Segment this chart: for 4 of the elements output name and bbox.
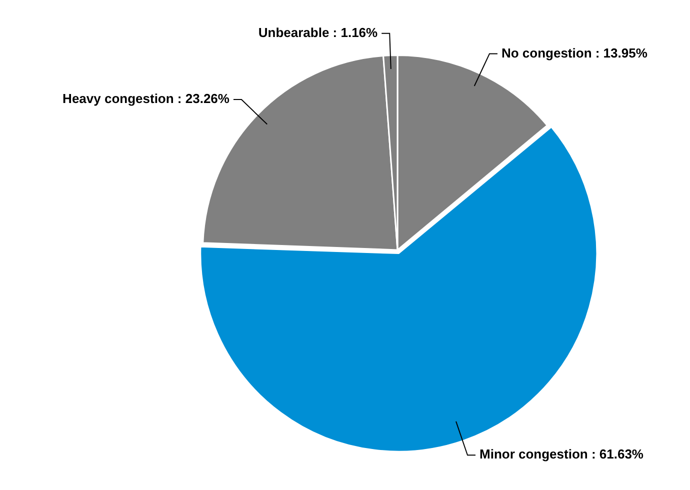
slice-label: Minor congestion : 61.63%	[480, 446, 644, 462]
slice-label: Heavy congestion : 23.26%	[62, 91, 230, 106]
slice-label: No congestion : 13.95%	[501, 45, 648, 60]
slice-label: Unbearable : 1.16%	[258, 24, 378, 40]
